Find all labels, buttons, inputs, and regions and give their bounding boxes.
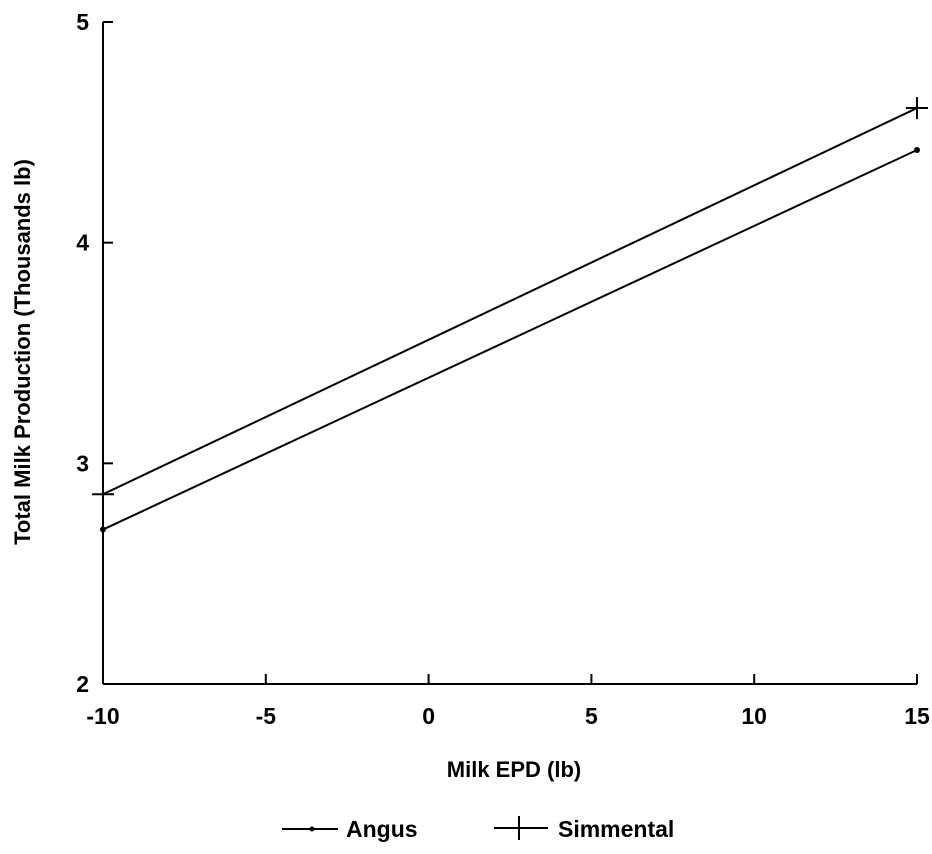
y-axis-ticks: 2 3 4 5 [76, 9, 113, 697]
data-point-angus [100, 526, 106, 533]
y-axis-title: Total Milk Production (Thousands lb) [10, 159, 35, 545]
series-line-simmental [102, 107, 918, 496]
y-tick-label: 2 [76, 671, 89, 697]
legend-item-angus: Angus [282, 816, 418, 842]
legend: Angus Simmental [282, 816, 674, 842]
x-tick-label: 0 [422, 703, 435, 729]
x-tick-label: -10 [86, 703, 119, 729]
data-point-simmental [906, 97, 928, 120]
x-axis-ticks: -10 -5 0 5 10 15 [86, 674, 930, 729]
legend-angus-marker [309, 826, 315, 832]
legend-item-simmental: Simmental [494, 816, 674, 842]
y-tick-label: 5 [76, 9, 89, 35]
y-tick-label: 3 [76, 450, 89, 476]
data-point-angus [914, 146, 920, 153]
data-point-simmental [92, 483, 114, 506]
x-tick-label: 15 [904, 703, 930, 729]
legend-angus-label: Angus [346, 816, 418, 842]
series-layer [92, 97, 928, 533]
x-tick-label: 5 [585, 703, 598, 729]
legend-simmental-label: Simmental [558, 816, 674, 842]
x-axis-title: Milk EPD (lb) [447, 757, 581, 782]
x-tick-label: -5 [256, 703, 277, 729]
y-tick-label: 4 [76, 230, 89, 256]
x-tick-label: 10 [741, 703, 767, 729]
axes [102, 22, 917, 685]
series-line-angus [102, 149, 918, 531]
